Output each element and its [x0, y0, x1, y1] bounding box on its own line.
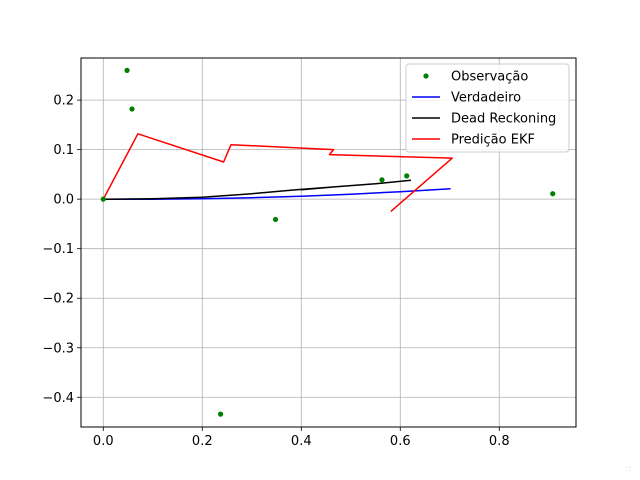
data-point-observacao	[272, 216, 279, 223]
legend-label-predicao-ekf: Predição EKF	[451, 133, 535, 148]
data-point-observacao	[124, 67, 130, 73]
series-line-predicao-ekf	[102, 133, 454, 213]
legend-box	[405, 63, 570, 153]
data-point-observacao	[217, 411, 224, 417]
y-tick-label: −0.1	[42, 242, 74, 257]
x-tick-label: 0.4	[291, 434, 312, 449]
data-point-observacao	[129, 106, 135, 112]
grid	[81, 58, 576, 427]
x-axis: 0.0 0.2 0.4 0.6 0.8	[93, 427, 510, 449]
data-point-observacao	[100, 196, 106, 202]
y-tick-label: 0.2	[53, 94, 74, 109]
legend-swatch-observacao	[423, 73, 429, 79]
series-line-verdadeiro	[102, 188, 451, 200]
legend-label-verdadeiro: Verdadeiro	[451, 91, 521, 106]
x-tick-label: 0.0	[93, 434, 114, 449]
y-tick-label: 0.0	[53, 193, 74, 208]
y-tick-label: −0.4	[42, 391, 74, 406]
legend-label-observacao: Observação	[451, 70, 528, 85]
legend-label-dead-reckoning: Dead Reckoning	[451, 112, 556, 127]
series-line-dead-reckoning	[102, 179, 412, 200]
data-point-observacao	[404, 173, 410, 179]
x-tick-label: 0.6	[390, 434, 411, 449]
y-axis: −0.4 −0.3 −0.2 −0.1 0.0 0.1 0.2	[42, 94, 81, 406]
y-tick-label: −0.3	[42, 341, 74, 356]
data-point-observacao	[550, 191, 556, 197]
y-tick-label: −0.2	[42, 292, 74, 307]
y-tick-label: 0.1	[53, 143, 74, 158]
x-tick-label: 0.8	[489, 434, 510, 449]
resize-grip-icon: ∷	[626, 465, 631, 474]
x-tick-label: 0.2	[192, 434, 213, 449]
plot-frame	[80, 57, 577, 428]
legend: Observação Verdadeiro Dead Reckoning Prediç…	[405, 63, 570, 153]
data-point-observacao	[379, 177, 385, 183]
series-layer	[100, 67, 556, 417]
